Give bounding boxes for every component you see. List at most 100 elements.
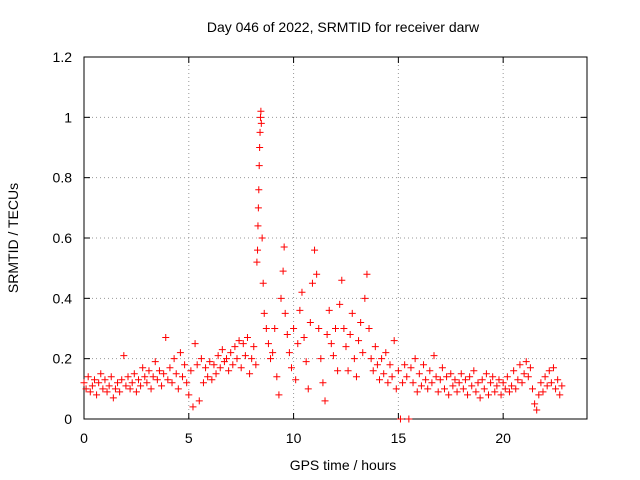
- data-point: [445, 391, 453, 399]
- data-point: [257, 107, 265, 115]
- data-point: [139, 364, 147, 372]
- data-point: [319, 379, 327, 387]
- data-point: [478, 376, 486, 384]
- data-point: [99, 385, 107, 393]
- y-tick-label: 0.6: [53, 230, 73, 246]
- data-point: [323, 331, 331, 339]
- data-point: [350, 355, 358, 363]
- data-point: [386, 361, 394, 369]
- data-point: [329, 352, 337, 360]
- data-point: [162, 334, 170, 342]
- data-point: [231, 343, 239, 351]
- data-point: [451, 376, 459, 384]
- data-point: [518, 379, 526, 387]
- data-point: [298, 288, 306, 296]
- data-point: [95, 379, 103, 387]
- data-point: [449, 382, 457, 390]
- data-point: [514, 376, 522, 384]
- data-point: [340, 325, 348, 332]
- data-point: [325, 306, 333, 314]
- y-tick-label: 0.2: [53, 351, 73, 367]
- data-point: [225, 367, 233, 375]
- data-point: [332, 325, 339, 332]
- data-point: [168, 379, 176, 387]
- data-point: [453, 388, 461, 396]
- data-point: [352, 373, 360, 381]
- data-point: [346, 331, 354, 339]
- data-point: [334, 367, 342, 375]
- data-point: [187, 367, 195, 375]
- data-point: [472, 388, 480, 396]
- data-point: [279, 267, 287, 275]
- data-point: [241, 352, 249, 360]
- data-point: [166, 364, 174, 372]
- data-point: [149, 373, 157, 381]
- data-point: [417, 382, 425, 390]
- data-point: [516, 361, 524, 369]
- data-point: [155, 367, 163, 375]
- data-point: [545, 367, 553, 375]
- data-point: [367, 355, 375, 363]
- data-point: [533, 406, 541, 414]
- data-point: [130, 370, 138, 378]
- data-point: [255, 186, 263, 194]
- data-point: [336, 300, 344, 308]
- data-point: [499, 379, 507, 387]
- data-point: [233, 355, 241, 363]
- data-point: [552, 385, 560, 393]
- data-point: [243, 334, 251, 342]
- data-point: [363, 270, 371, 278]
- x-tick-label: 10: [286, 430, 302, 446]
- y-tick-label: 0.4: [53, 290, 73, 306]
- y-tick-label: 0: [64, 411, 72, 427]
- data-point: [107, 373, 115, 381]
- data-point: [428, 379, 436, 387]
- data-point: [235, 337, 243, 345]
- data-point: [348, 309, 356, 317]
- data-point: [443, 373, 451, 381]
- data-point: [185, 391, 193, 399]
- data-point: [529, 385, 537, 393]
- data-point: [476, 394, 484, 402]
- data-point: [183, 379, 191, 387]
- data-point: [191, 340, 199, 348]
- data-point: [287, 364, 295, 372]
- data-point: [208, 376, 216, 384]
- data-point: [172, 370, 180, 378]
- data-point: [132, 388, 140, 396]
- axis-ticks: 0 0.2 0.4 0.6 0.8 1 1.2 0 5 10 15 20: [53, 49, 587, 446]
- data-point: [440, 385, 448, 393]
- data-point: [267, 355, 275, 363]
- data-point: [411, 355, 419, 363]
- data-point: [468, 382, 476, 390]
- data-point: [255, 162, 263, 170]
- data-point: [296, 306, 304, 314]
- data-point: [250, 343, 258, 351]
- data-point: [338, 276, 346, 284]
- data-point: [426, 367, 434, 375]
- data-point: [141, 373, 149, 381]
- data-point: [197, 355, 205, 363]
- data-point: [84, 373, 92, 381]
- data-point: [164, 376, 172, 384]
- data-point: [556, 391, 564, 399]
- x-tick-label: 0: [80, 430, 88, 446]
- data-point: [436, 376, 444, 384]
- data-point: [388, 373, 396, 381]
- data-point: [432, 373, 440, 381]
- data-point: [120, 352, 128, 360]
- data-point: [474, 379, 482, 387]
- data-point: [311, 246, 319, 254]
- data-point: [355, 337, 363, 345]
- data-point: [415, 370, 423, 378]
- data-point: [493, 382, 501, 390]
- data-point: [531, 400, 539, 408]
- data-point: [193, 361, 201, 369]
- data-point: [118, 376, 126, 384]
- data-point: [151, 358, 159, 366]
- data-point: [239, 340, 247, 348]
- data-point: [253, 258, 261, 266]
- data-point: [455, 379, 463, 387]
- data-point: [359, 349, 367, 357]
- data-point: [510, 367, 518, 375]
